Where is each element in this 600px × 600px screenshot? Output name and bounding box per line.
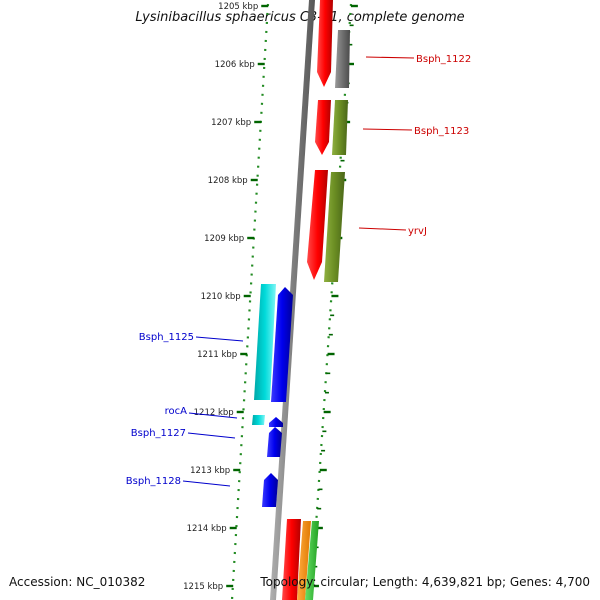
accession-text: Accession: NC_010382	[9, 575, 146, 589]
feature-bsph-1122-gray[interactable]	[335, 30, 350, 88]
gene-bsph-1128-arrow[interactable]	[262, 473, 278, 507]
label-bsph-1125[interactable]: Bsph_1125	[139, 332, 194, 343]
gene-bsph-1123-arrow[interactable]	[315, 100, 331, 155]
gene-bsph-1122-arrow[interactable]	[317, 0, 333, 87]
tick-label: 1215 kbp	[183, 582, 223, 592]
gene-yrvj-arrow[interactable]	[307, 170, 328, 280]
tick-label: 1213 kbp	[190, 466, 230, 476]
scale-ticks-left	[226, 4, 269, 588]
feature-orange[interactable]	[297, 521, 311, 600]
feature-yrvj-olive[interactable]	[324, 172, 345, 282]
label-bsph-1127[interactable]: Bsph_1127	[131, 428, 186, 439]
gene-labels: Bsph_1122 Bsph_1123 yrvJ Bsph_1125 rocA …	[126, 54, 471, 487]
gene-next-red-arrow[interactable]	[282, 519, 301, 600]
label-bsph-1123[interactable]: Bsph_1123	[414, 126, 469, 137]
tick-label: 1207 kbp	[211, 118, 251, 128]
genome-summary-text: Topology: circular; Length: 4,639,821 bp…	[260, 575, 590, 589]
label-bsph-1122[interactable]: Bsph_1122	[416, 54, 471, 65]
gene-bsph-1127-arrow[interactable]	[267, 427, 282, 457]
tick-label: 1206 kbp	[215, 60, 255, 70]
feature-roca-cyan[interactable]	[252, 415, 265, 425]
label-bsph-1128[interactable]: Bsph_1128	[126, 476, 181, 487]
feature-green[interactable]	[305, 521, 319, 600]
label-roca[interactable]: rocA	[165, 406, 188, 417]
tick-label: 1210 kbp	[201, 292, 241, 302]
gene-roca-arrow[interactable]	[269, 417, 283, 427]
feature-bsph-1123-olive[interactable]	[332, 100, 348, 155]
tick-label: 1209 kbp	[204, 234, 244, 244]
tick-label: 1208 kbp	[208, 176, 248, 186]
tick-label: 1212 kbp	[194, 408, 234, 418]
forward-strand-features	[282, 0, 350, 600]
tick-label: 1211 kbp	[197, 350, 237, 360]
gene-bsph-1125-arrow[interactable]	[271, 287, 293, 402]
label-yrvj[interactable]: yrvJ	[408, 226, 427, 237]
scale-tick-labels: 1205 kbp 1206 kbp 1207 kbp 1208 kbp 1209 kbp…	[183, 2, 258, 592]
map-title: Lysinibacillus sphaericus C3-41, complet…	[135, 10, 465, 25]
tick-label: 1205 kbp	[218, 2, 258, 12]
tick-label: 1214 kbp	[187, 524, 227, 534]
reverse-strand-features	[252, 284, 293, 507]
feature-bsph-1125-cyan[interactable]	[254, 284, 276, 400]
